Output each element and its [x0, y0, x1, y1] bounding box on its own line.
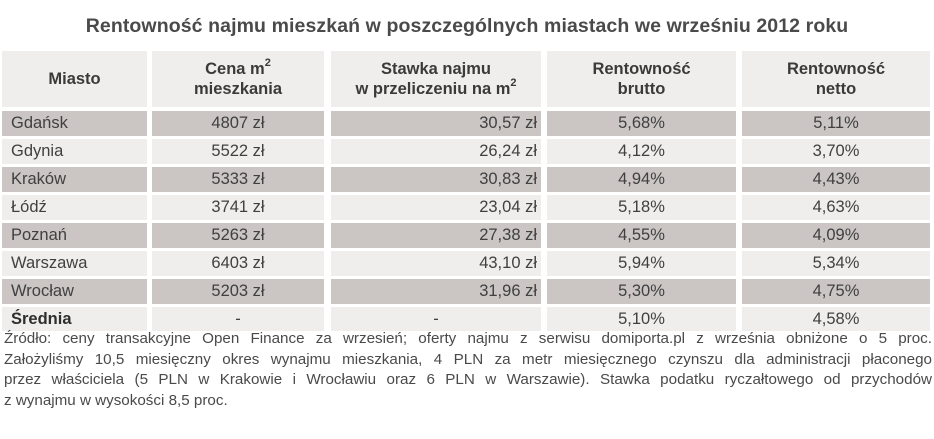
table-row-average: Średnia - - 5,10% 4,58% [2, 307, 930, 331]
cell-rent: - [331, 307, 541, 331]
table-row: Kraków 5333 zł 30,83 zł 4,94% 4,43% [2, 167, 930, 192]
cell-rent: 31,96 zł [331, 279, 541, 304]
cell-net: 4,63% [742, 195, 930, 220]
header-price: Cena m2 mieszkania [152, 51, 324, 107]
cell-city: Łódź [2, 195, 147, 220]
table-row: Wrocław 5203 zł 31,96 zł 5,30% 4,75% [2, 279, 930, 304]
cell-gross: 5,68% [547, 111, 736, 136]
cell-gross: 5,30% [547, 279, 736, 304]
footnote-line: Źródło: ceny transakcyjne Open Finance z… [4, 330, 932, 347]
cell-gross: 4,94% [547, 167, 736, 192]
table-row: Gdynia 5522 zł 26,24 zł 4,12% 3,70% [2, 139, 930, 164]
cell-price: 3741 zł [152, 195, 324, 220]
table-row: Warszawa 6403 zł 43,10 zł 5,94% 5,34% [2, 251, 930, 276]
cell-city: Wrocław [2, 279, 147, 304]
cell-price: 5203 zł [152, 279, 324, 304]
cell-net: 4,43% [742, 167, 930, 192]
cell-net: 4,75% [742, 279, 930, 304]
cell-price: - [152, 307, 324, 331]
cell-price: 5522 zł [152, 139, 324, 164]
cell-rent: 30,83 zł [331, 167, 541, 192]
source-footnote: Źródło: ceny transakcyjne Open Finance z… [4, 329, 932, 411]
cell-price: 4807 zł [152, 111, 324, 136]
cell-net: 5,11% [742, 111, 930, 136]
table-header-row: Miasto Cena m2 mieszkania Stawka najmu w p… [2, 51, 930, 107]
cell-city: Gdańsk [2, 111, 147, 136]
cell-gross: 5,10% [547, 307, 736, 331]
table-title: Rentowność najmu mieszkań w poszczególny… [85, 15, 849, 37]
footnote-line: Założyliśmy 10,5 miesięczny okres wynajm… [4, 350, 932, 368]
cell-net: 5,34% [742, 251, 930, 276]
cell-rent: 30,57 zł [331, 111, 541, 136]
cell-net: 3,70% [742, 139, 930, 164]
table-row: Gdańsk 4807 zł 30,57 zł 5,68% 5,11% [2, 111, 930, 136]
cell-gross: 5,18% [547, 195, 736, 220]
cell-rent: 43,10 zł [331, 251, 541, 276]
cell-gross: 5,94% [547, 251, 736, 276]
cell-city: Kraków [2, 167, 147, 192]
cell-rent: 27,38 zł [331, 223, 541, 248]
cell-price: 6403 zł [152, 251, 324, 276]
cell-rent: 23,04 zł [331, 195, 541, 220]
table-row: Łódź 3741 zł 23,04 zł 5,18% 4,63% [2, 195, 930, 220]
table-row: Poznań 5263 zł 27,38 zł 4,55% 4,09% [2, 223, 930, 248]
footnote-line: z wynajmu w wysokości 8,5 proc. [4, 391, 228, 409]
cell-city: Poznań [2, 223, 147, 248]
cell-city: Warszawa [2, 251, 147, 276]
header-city: Miasto [2, 51, 147, 107]
cell-gross: 4,55% [547, 223, 736, 248]
cell-net: 4,09% [742, 223, 930, 248]
cell-price: 5333 zł [152, 167, 324, 192]
cell-city: Średnia [2, 307, 147, 331]
header-net-yield: Rentowność netto [742, 51, 930, 107]
header-gross-yield: Rentowność brutto [547, 51, 736, 107]
header-rent: Stawka najmu w przeliczeniu na m2 [331, 51, 541, 107]
cell-net: 4,58% [742, 307, 930, 331]
cell-rent: 26,24 zł [331, 139, 541, 164]
cell-city: Gdynia [2, 139, 147, 164]
cell-price: 5263 zł [152, 223, 324, 248]
cell-gross: 4,12% [547, 139, 736, 164]
footnote-line: przez właściciela (5 PLN w Krakowie i Wr… [4, 371, 932, 388]
